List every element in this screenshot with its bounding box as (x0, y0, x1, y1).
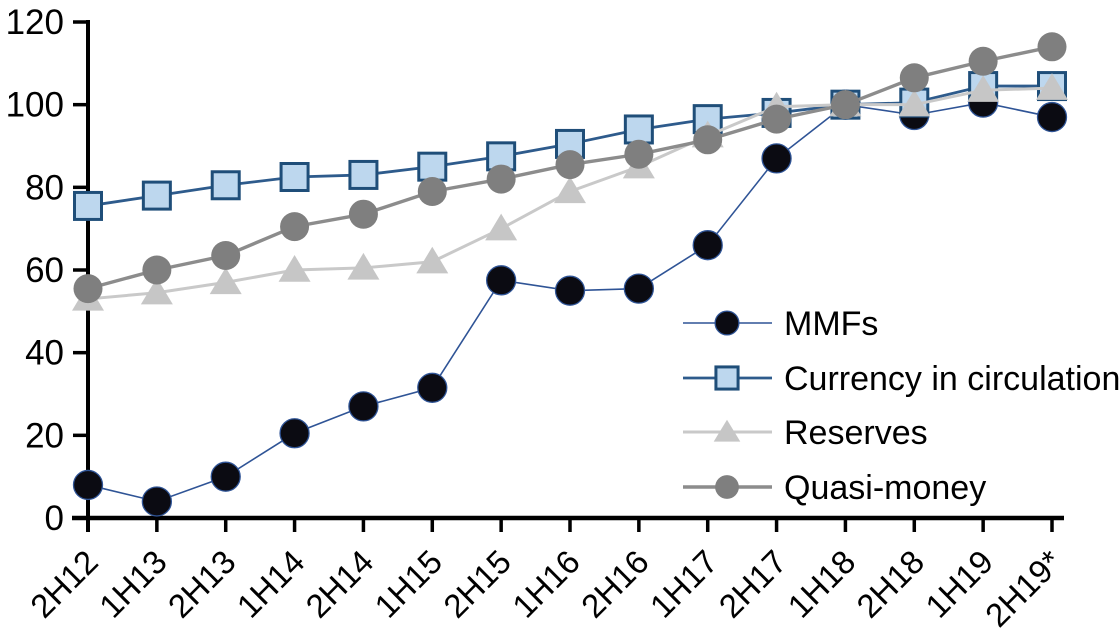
series-reserves-marker (967, 75, 1000, 102)
series-currency-in-circulation-marker (417, 151, 448, 182)
series-quasi-money (73, 32, 1067, 304)
legend-circle-icon (715, 475, 739, 499)
series-reserves-marker (553, 176, 586, 204)
series-reserves-marker (140, 277, 173, 305)
x-tick-label: 2H15 (436, 543, 518, 625)
series-reserves-marker (1035, 73, 1068, 100)
x-tick-label: 2H12 (23, 543, 105, 625)
y-tick-label: 60 (25, 251, 64, 290)
series-mmfs-marker (761, 143, 792, 174)
series-mmfs-marker (348, 391, 379, 422)
legend-item-currency-in-circulation: Currency in circulation (683, 360, 1119, 398)
series-mmfs-marker (72, 469, 104, 501)
legend-item-reserves: Reserves (683, 414, 928, 452)
series-mmfs (72, 87, 1068, 517)
legend-item-quasi-money: Quasi-money (683, 469, 986, 507)
y-tick-label: 120 (6, 3, 64, 42)
series-reserves-marker (485, 213, 518, 241)
x-tick-label: 2H13 (161, 543, 243, 625)
series-mmfs-marker (485, 265, 517, 296)
series-currency-in-circulation-marker (279, 162, 310, 192)
series-quasi-money-marker (211, 241, 241, 271)
x-tick-label: 1H18 (780, 543, 862, 625)
legend-square-icon (714, 365, 740, 391)
legend: MMFs Currency in circulation Reserves Quasi… (683, 305, 1119, 507)
series-quasi-money-marker (280, 212, 310, 242)
legend-item-mmfs: MMFs (683, 305, 878, 343)
series-quasi-money-marker (555, 150, 585, 180)
series-mmfs-marker (1036, 101, 1068, 133)
series-mmfs-marker (692, 230, 723, 261)
series-currency-in-circulation-marker (623, 114, 654, 145)
x-tick-label: 2H16 (574, 543, 656, 625)
series-mmfs-marker (554, 275, 586, 306)
x-tick-label: 2H17 (712, 543, 794, 625)
series-mmfs-marker (141, 486, 173, 517)
x-tick-label: 2H19* (978, 543, 1069, 634)
x-tick-label: 1H14 (230, 543, 312, 625)
x-tick-label: 1H13 (92, 543, 174, 625)
series-mmfs-marker (210, 461, 241, 492)
series-quasi-money-marker (899, 63, 929, 93)
x-axis: 2H121H132H131H142H141H152H151H162H161H17… (23, 518, 1069, 634)
y-tick-label: 20 (25, 416, 64, 455)
x-tick-label: 2H18 (849, 543, 931, 625)
series-reserves-marker (209, 267, 242, 295)
series-currency-in-circulation-marker (210, 170, 241, 201)
x-tick-label: 2H14 (298, 543, 380, 625)
x-tick-label: 1H16 (505, 543, 587, 625)
series-currency-in-circulation-marker (73, 190, 103, 221)
series-quasi-money-marker (968, 46, 998, 76)
series-quasi-money-marker (142, 255, 172, 285)
x-tick-label: 1H17 (643, 543, 725, 625)
series-mmfs-marker (623, 273, 655, 304)
series-currency-in-circulation-marker (141, 180, 172, 211)
legend-label: MMFs (784, 305, 878, 343)
series-quasi-money-marker (830, 90, 860, 120)
series-quasi-money-marker (624, 139, 654, 169)
legend-label: Reserves (784, 414, 928, 452)
y-axis: 0 20 40 60 80 100 120 (6, 3, 88, 538)
series-quasi-money-marker (73, 274, 103, 304)
series-quasi-money-marker (693, 125, 723, 155)
series-quasi-money-marker (486, 164, 516, 194)
series-quasi-money-marker (1037, 32, 1067, 62)
y-tick-label: 100 (6, 86, 64, 125)
y-tick-label: 80 (25, 168, 64, 207)
series-reserves (72, 73, 1068, 311)
legend-label: Quasi-money (784, 469, 986, 507)
series-reserves-marker (278, 255, 311, 282)
series-mmfs-marker (279, 418, 310, 449)
series-reserves-marker (416, 246, 449, 274)
series-reserves-marker (347, 252, 380, 280)
series-quasi-money-marker (348, 199, 378, 229)
series-currency-in-circulation-marker (348, 159, 379, 190)
series-quasi-money-marker (417, 176, 447, 206)
x-tick-label: 1H15 (367, 543, 449, 625)
legend-label: Currency in circulation (784, 360, 1119, 398)
series-mmfs-marker (417, 372, 448, 403)
legend-triangle-icon (713, 419, 741, 442)
y-tick-label: 40 (25, 334, 64, 373)
y-tick-label: 0 (45, 499, 64, 538)
legend-circle-icon (714, 310, 740, 336)
series-reserves-marker (898, 89, 931, 117)
series-quasi-money-marker (762, 104, 792, 134)
